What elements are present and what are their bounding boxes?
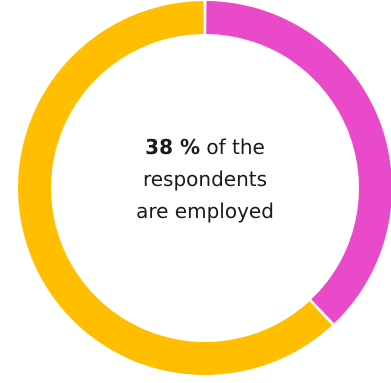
center-label: 38 % of the respondents are employed — [95, 131, 315, 227]
slice-employed — [206, 1, 391, 324]
slice-not-employed — [17, 1, 332, 375]
center-label-line-3: are employed — [136, 199, 274, 223]
center-label-line-2: respondents — [142, 167, 268, 191]
employed-percentage: 38 % — [145, 135, 200, 159]
center-label-line-1: 38 % of the — [95, 131, 315, 163]
center-label-line-1-rest: of the — [200, 135, 265, 159]
